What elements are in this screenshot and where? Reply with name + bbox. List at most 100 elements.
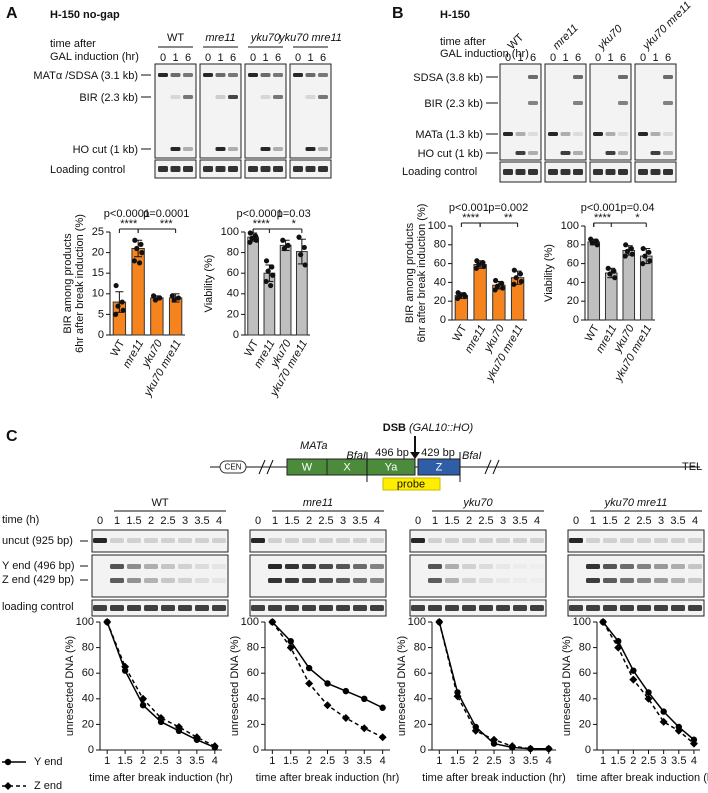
data-point — [513, 275, 519, 281]
gel-band — [663, 151, 673, 155]
gel-band — [445, 578, 459, 583]
gel-band — [110, 605, 124, 611]
gel-band — [479, 538, 493, 543]
gel-band — [293, 73, 303, 77]
dsb-note: (GAL10::HO) — [409, 422, 474, 434]
row-label: uncut (925 bp) — [2, 535, 73, 547]
lane-label: 3 — [658, 515, 664, 527]
x-tick-label: 1.5 — [450, 755, 465, 767]
gel-frame — [634, 63, 677, 161]
legend-label: Z end — [34, 780, 62, 792]
gel-band — [573, 151, 583, 155]
lane-label: 2 — [624, 515, 630, 527]
significance-stars: *** — [160, 218, 174, 230]
data-point — [305, 679, 314, 688]
data-point — [629, 251, 635, 257]
y-tick-label: 60 — [434, 258, 446, 270]
gel-band — [513, 605, 527, 611]
gel-band — [215, 166, 226, 172]
gel-frame — [199, 63, 242, 159]
gel-frame — [589, 63, 632, 161]
gel-band — [195, 564, 209, 569]
gel-band — [248, 166, 258, 172]
gel-band — [144, 564, 158, 569]
data-point — [175, 295, 182, 301]
lane-label: 0 — [505, 52, 511, 64]
panel-label: B — [392, 5, 404, 22]
lane-label: 0 — [640, 52, 646, 64]
gel-band — [515, 132, 526, 136]
data-point — [511, 281, 517, 287]
lane-label: 1 — [172, 52, 178, 64]
y-tick-label: 0 — [233, 329, 239, 341]
gel-band — [212, 578, 226, 583]
break-mark — [258, 459, 266, 475]
y-tick-label: 100 — [221, 226, 239, 238]
data-point — [113, 311, 119, 317]
x-tick-label: 3 — [661, 755, 667, 767]
gel-band — [302, 605, 316, 611]
data-point — [302, 262, 308, 268]
lane-label: 3 — [182, 515, 188, 527]
gel-band — [305, 166, 316, 172]
gel-band — [353, 578, 367, 583]
y-tick-label: 0 — [253, 744, 259, 756]
band-label: BIR (2.3 kb) — [424, 98, 483, 110]
gel-band — [285, 578, 299, 583]
y-tick-label: 0 — [440, 314, 446, 326]
data-point — [511, 267, 517, 273]
data-point — [139, 702, 147, 709]
gel-band — [654, 564, 668, 569]
gel-band — [605, 132, 616, 136]
gel-band — [620, 538, 634, 543]
data-point — [615, 638, 622, 645]
gel-band — [170, 147, 181, 151]
lane-label: 0 — [595, 52, 601, 64]
series-line — [106, 621, 216, 749]
lane-label: 6 — [530, 52, 536, 64]
lane-label: 3 — [340, 515, 346, 527]
lane-label: 0 — [255, 515, 261, 527]
gel-band — [428, 538, 442, 543]
gel-frame — [567, 554, 705, 598]
gel-band — [268, 564, 282, 569]
loading-label: Loading control — [50, 164, 125, 176]
gel-band — [671, 538, 685, 543]
gel-band — [228, 95, 238, 99]
data-point — [471, 726, 480, 735]
site-label: BfaI — [346, 450, 366, 462]
x-tick-label: 4 — [212, 755, 218, 767]
y-axis-label: Viability (%) — [543, 244, 555, 302]
x-axis-label: time after break induction (hr) — [89, 772, 233, 784]
gel-band — [620, 564, 634, 569]
gel-band — [479, 578, 493, 583]
y-tick-label: 40 — [414, 693, 426, 705]
data-point — [517, 271, 524, 277]
gel-band — [650, 151, 661, 155]
gel-band — [528, 75, 538, 79]
gel-band — [445, 538, 459, 543]
strain-label: yku70 mre11 — [640, 0, 694, 53]
data-point — [247, 230, 253, 236]
lane-label: 6 — [665, 52, 671, 64]
y-axis-label: unresected DNA (%) — [561, 636, 573, 736]
data-point — [298, 252, 304, 258]
y-tick-label: 20 — [92, 247, 104, 259]
gel-band — [530, 564, 544, 569]
band-label: SDSA (3.8 kb) — [413, 72, 483, 84]
gel-band — [127, 538, 141, 543]
gel-band — [445, 605, 459, 611]
gel-band — [586, 578, 600, 583]
gel-band — [228, 73, 238, 77]
y-tick-label: 0 — [420, 744, 426, 756]
data-point — [499, 280, 505, 286]
gel-band — [620, 605, 634, 611]
data-point — [280, 237, 286, 243]
length-label: 496 bp — [375, 447, 409, 459]
x-tick-label: 4 — [546, 755, 552, 767]
lane-label: 6 — [275, 52, 281, 64]
data-point — [492, 287, 498, 293]
bar — [279, 244, 292, 336]
gel-band — [305, 73, 316, 77]
